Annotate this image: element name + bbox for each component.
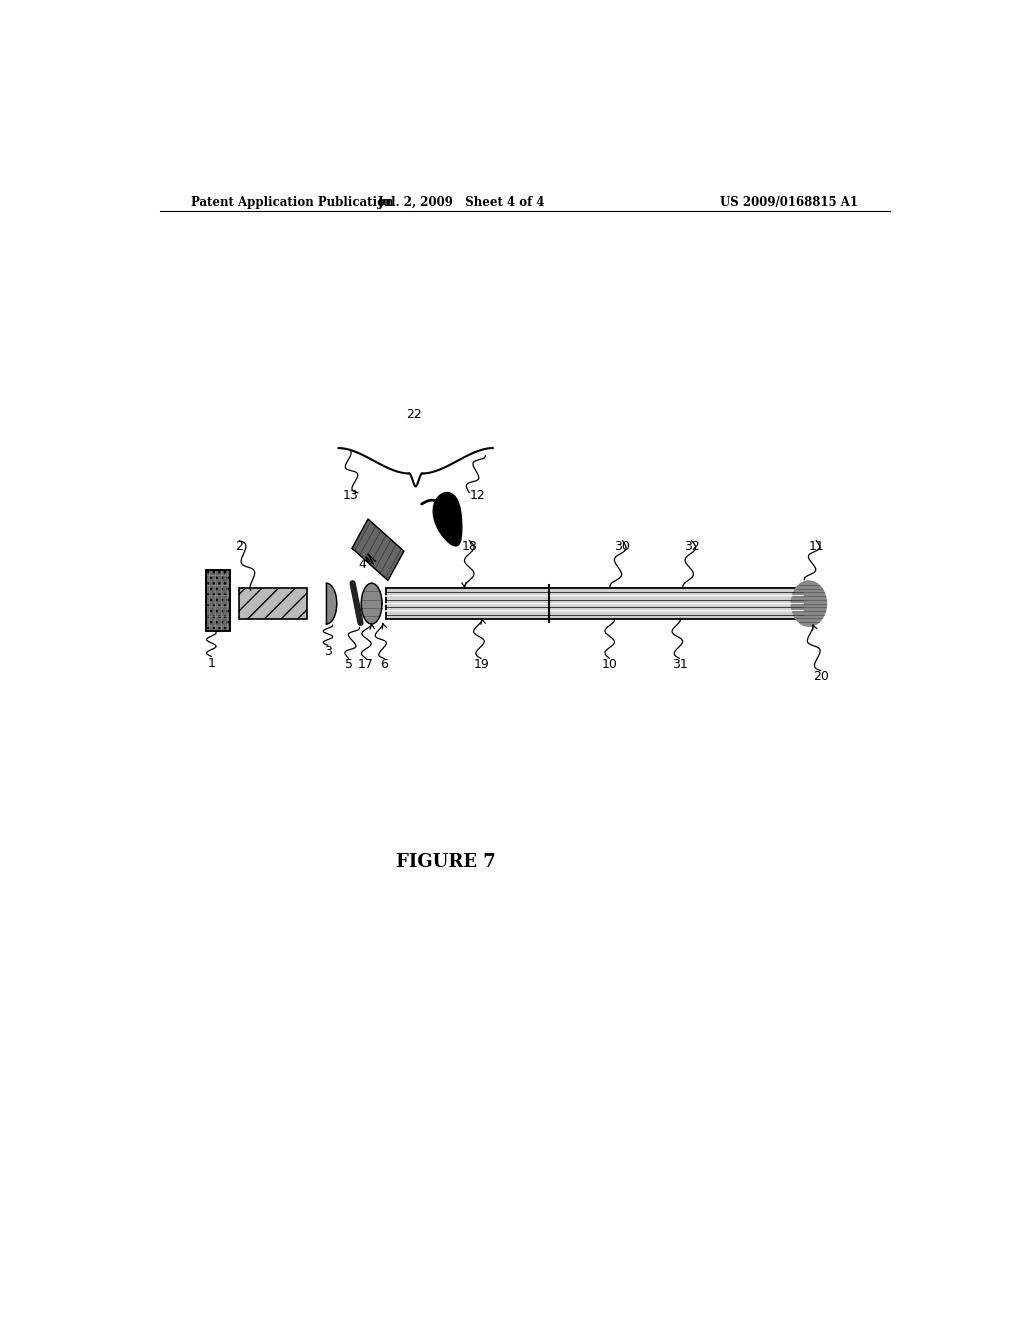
Text: 18: 18 xyxy=(461,540,477,553)
Bar xyxy=(206,570,229,631)
Text: Patent Application Publication: Patent Application Publication xyxy=(191,195,394,209)
Bar xyxy=(386,589,803,619)
Text: 4: 4 xyxy=(358,558,366,572)
Text: US 2009/0168815 A1: US 2009/0168815 A1 xyxy=(720,195,858,209)
Text: 5: 5 xyxy=(345,659,352,671)
Text: 13: 13 xyxy=(342,490,358,503)
Text: FIGURE 7: FIGURE 7 xyxy=(395,853,496,871)
Text: 12: 12 xyxy=(469,490,485,503)
Polygon shape xyxy=(433,492,462,546)
Text: 1: 1 xyxy=(208,657,215,671)
Text: 17: 17 xyxy=(358,659,374,671)
Text: 20: 20 xyxy=(813,671,828,684)
Bar xyxy=(206,570,229,631)
Text: 30: 30 xyxy=(614,540,631,553)
Polygon shape xyxy=(352,519,403,581)
Text: 31: 31 xyxy=(672,659,687,671)
Text: 6: 6 xyxy=(380,659,388,671)
Text: Jul. 2, 2009   Sheet 4 of 4: Jul. 2, 2009 Sheet 4 of 4 xyxy=(378,195,545,209)
Polygon shape xyxy=(327,583,337,624)
Polygon shape xyxy=(361,583,382,624)
Text: 3: 3 xyxy=(324,645,332,657)
Text: 10: 10 xyxy=(602,659,617,671)
Circle shape xyxy=(792,581,826,626)
Text: 32: 32 xyxy=(684,540,699,553)
Text: 2: 2 xyxy=(236,540,243,553)
Text: 11: 11 xyxy=(808,540,824,553)
Text: 19: 19 xyxy=(473,659,489,671)
Text: 22: 22 xyxy=(406,408,422,421)
Bar xyxy=(240,589,306,619)
